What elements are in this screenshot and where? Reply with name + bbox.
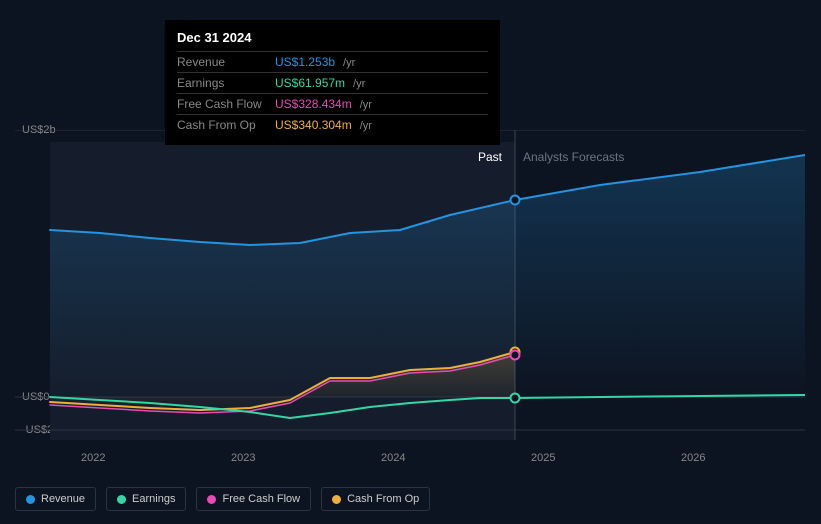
legend-label: Revenue [41,493,85,505]
tooltip-metric-value: US$328.434m [275,97,352,111]
tooltip-row: Free Cash Flow US$328.434m/yr [177,93,488,114]
tooltip-metric-label: Revenue [177,55,267,69]
legend: Revenue Earnings Free Cash Flow Cash From O… [15,487,430,511]
tooltip-metric-value: US$61.957m [275,76,345,90]
x-axis-tick: 2023 [231,452,255,464]
tooltip-metric-unit: /yr [353,78,365,90]
tooltip-row: Revenue US$1.253b/yr [177,51,488,72]
tooltip-metric-value: US$1.253b [275,55,335,69]
tooltip-metric-unit: /yr [360,99,372,111]
x-axis-tick: 2025 [531,452,555,464]
tooltip: Dec 31 2024 Revenue US$1.253b/yr Earnings U… [165,20,500,145]
tooltip-metric-label: Free Cash Flow [177,97,267,111]
legend-label: Free Cash Flow [222,493,300,505]
x-axis-tick: 2024 [381,452,405,464]
legend-item-free-cash-flow[interactable]: Free Cash Flow [196,487,311,511]
tooltip-metric-label: Cash From Op [177,118,267,132]
legend-swatch [117,495,126,504]
tooltip-date: Dec 31 2024 [177,30,488,45]
legend-item-cash-from-op[interactable]: Cash From Op [321,487,430,511]
legend-label: Earnings [132,493,175,505]
tooltip-row: Earnings US$61.957m/yr [177,72,488,93]
legend-swatch [332,495,341,504]
tooltip-metric-unit: /yr [343,57,355,69]
x-axis-tick: 2022 [81,452,105,464]
legend-swatch [26,495,35,504]
tooltip-metric-label: Earnings [177,76,267,90]
legend-label: Cash From Op [347,493,419,505]
tooltip-row: Cash From Op US$340.304m/yr [177,114,488,135]
legend-swatch [207,495,216,504]
section-label-past: Past [478,150,502,164]
x-axis-tick: 2026 [681,452,705,464]
chart-area [15,130,805,440]
legend-item-earnings[interactable]: Earnings [106,487,186,511]
tooltip-metric-value: US$340.304m [275,118,352,132]
legend-item-revenue[interactable]: Revenue [15,487,96,511]
section-label-forecast: Analysts Forecasts [523,150,624,164]
tooltip-metric-unit: /yr [360,120,372,132]
